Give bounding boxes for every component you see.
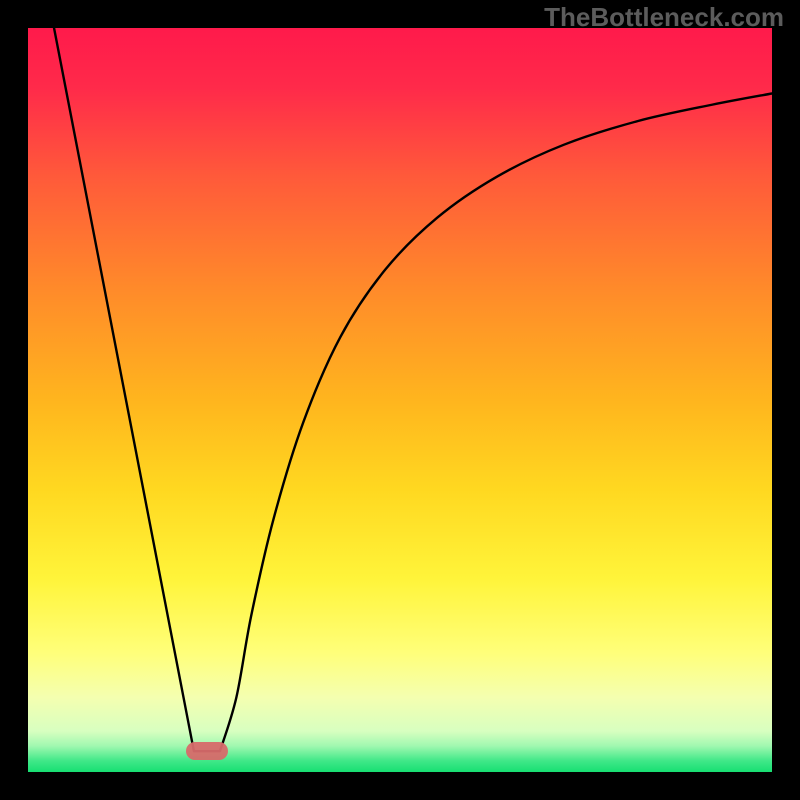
curve-overlay <box>28 28 772 772</box>
watermark-text: TheBottleneck.com <box>544 2 784 33</box>
chart-frame: TheBottleneck.com <box>0 0 800 800</box>
plot-area <box>28 28 772 772</box>
bottleneck-marker <box>186 742 228 760</box>
bottleneck-curve <box>54 28 772 751</box>
